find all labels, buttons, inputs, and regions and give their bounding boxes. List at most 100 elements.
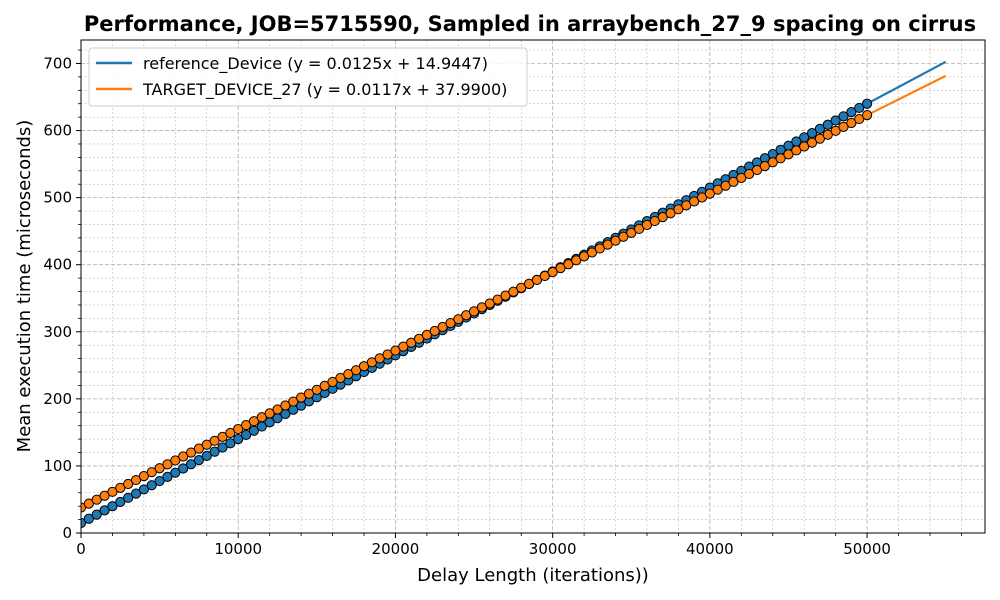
data-point-target-device-27: [209, 435, 220, 446]
data-point-target-device-27: [822, 129, 833, 140]
y-tick-label: 100: [43, 457, 72, 475]
data-point-target-device-27: [712, 184, 723, 195]
data-point-reference-device: [154, 475, 165, 487]
data-point-target-device-27: [539, 270, 550, 282]
data-point-target-device-27: [555, 263, 566, 274]
data-point-reference-device: [830, 115, 841, 126]
data-point-reference-device: [138, 484, 149, 495]
data-point-target-device-27: [91, 494, 102, 505]
data-point-reference-device: [854, 102, 865, 114]
chart-title: Performance, JOB=5715590, Sampled in arr…: [84, 12, 976, 36]
data-point-target-device-27: [83, 498, 94, 509]
data-point-target-device-27: [657, 212, 668, 223]
data-point-target-device-27: [814, 133, 826, 144]
data-point-target-device-27: [830, 125, 841, 136]
data-point-target-device-27: [484, 298, 495, 309]
series-target-device-27: [81, 74, 947, 513]
data-point-target-device-27: [586, 247, 598, 258]
data-point-target-device-27: [610, 235, 621, 246]
y-tick-label: 300: [43, 323, 72, 341]
data-point-target-device-27: [327, 376, 338, 388]
data-point-target-device-27: [594, 243, 605, 254]
data-point-target-device-27: [437, 321, 448, 333]
data-point-target-device-27: [429, 325, 440, 337]
data-point-target-device-27: [736, 172, 747, 184]
data-point-target-device-27: [280, 400, 291, 411]
data-point-target-device-27: [421, 329, 432, 340]
data-point-reference-device: [130, 488, 142, 499]
data-point-reference-device: [99, 505, 110, 516]
data-point-reference-device: [209, 446, 220, 457]
y-tick-label: 700: [43, 54, 72, 72]
data-point-target-device-27: [563, 259, 574, 270]
data-point-target-device-27: [453, 314, 464, 325]
data-point-target-device-27: [154, 463, 165, 474]
data-point-target-device-27: [374, 353, 385, 364]
data-point-reference-device: [846, 107, 857, 118]
data-point-target-device-27: [123, 478, 134, 490]
data-point-target-device-27: [571, 255, 582, 266]
data-point-target-device-27: [413, 333, 425, 344]
data-point-target-device-27: [759, 161, 770, 172]
legend-box: [88, 47, 528, 107]
legend-entry-target-device: TARGET_DEVICE_27 (y = 0.0117x + 37.9900): [142, 80, 507, 100]
data-point-target-device-27: [492, 294, 503, 305]
data-point-reference-device: [83, 513, 94, 524]
data-point-target-device-27: [854, 113, 865, 125]
data-point-target-device-27: [468, 306, 480, 317]
y-tick-label: 200: [43, 390, 72, 408]
x-tick-label: 0: [76, 540, 86, 558]
legend: reference_Device (y = 0.0125x + 14.9447)…: [88, 47, 528, 107]
data-point-target-device-27: [751, 164, 763, 176]
data-point-target-device-27: [681, 200, 692, 211]
data-point-target-device-27: [720, 180, 731, 191]
data-point-target-device-27: [476, 302, 488, 313]
data-point-reference-device: [185, 459, 197, 470]
data-point-target-device-27: [508, 286, 519, 297]
data-point-target-device-27: [272, 404, 283, 415]
data-point-target-device-27: [500, 290, 511, 301]
data-point-target-device-27: [217, 431, 228, 442]
plot-area: [81, 60, 947, 529]
data-point-target-device-27: [288, 396, 299, 407]
y-tick-label: 600: [43, 122, 72, 140]
data-point-target-device-27: [225, 427, 236, 439]
x-tick-label: 10000: [214, 540, 262, 558]
data-point-target-device-27: [201, 439, 212, 450]
data-point-target-device-27: [523, 278, 535, 289]
data-point-target-device-27: [531, 274, 543, 286]
data-point-reference-device: [178, 463, 189, 474]
minor-grid: [81, 40, 985, 533]
data-point-target-device-27: [689, 196, 700, 207]
data-point-target-device-27: [382, 349, 393, 360]
data-point-target-device-27: [696, 192, 708, 203]
data-point-reference-device: [146, 480, 157, 491]
data-point-reference-device: [201, 450, 212, 462]
data-point-target-device-27: [861, 110, 873, 121]
data-point-target-device-27: [351, 365, 362, 376]
data-point-target-device-27: [846, 117, 857, 129]
data-point-target-device-27: [178, 451, 189, 462]
data-point-reference-device: [170, 467, 181, 478]
data-point-target-device-27: [240, 420, 252, 431]
data-point-target-device-27: [445, 317, 456, 329]
data-point-target-device-27: [319, 380, 330, 391]
data-point-reference-device: [814, 123, 826, 135]
data-point-target-device-27: [138, 471, 149, 482]
data-point-target-device-27: [602, 239, 613, 250]
x-tick-label: 40000: [686, 540, 734, 558]
data-point-reference-device: [107, 501, 118, 512]
data-point-target-device-27: [193, 443, 205, 454]
y-axis-label: Mean execution time (microseconds): [14, 120, 35, 453]
data-point-reference-device: [123, 492, 134, 503]
data-point-reference-device: [233, 434, 244, 445]
data-point-target-device-27: [311, 384, 322, 395]
data-point-reference-device: [217, 442, 228, 453]
data-point-target-device-27: [233, 423, 244, 435]
data-point-target-device-27: [130, 474, 142, 486]
plot-frame: [80, 39, 986, 534]
data-point-reference-device: [838, 111, 849, 122]
data-point-target-device-27: [578, 251, 590, 262]
data-point-target-device-27: [838, 121, 849, 133]
